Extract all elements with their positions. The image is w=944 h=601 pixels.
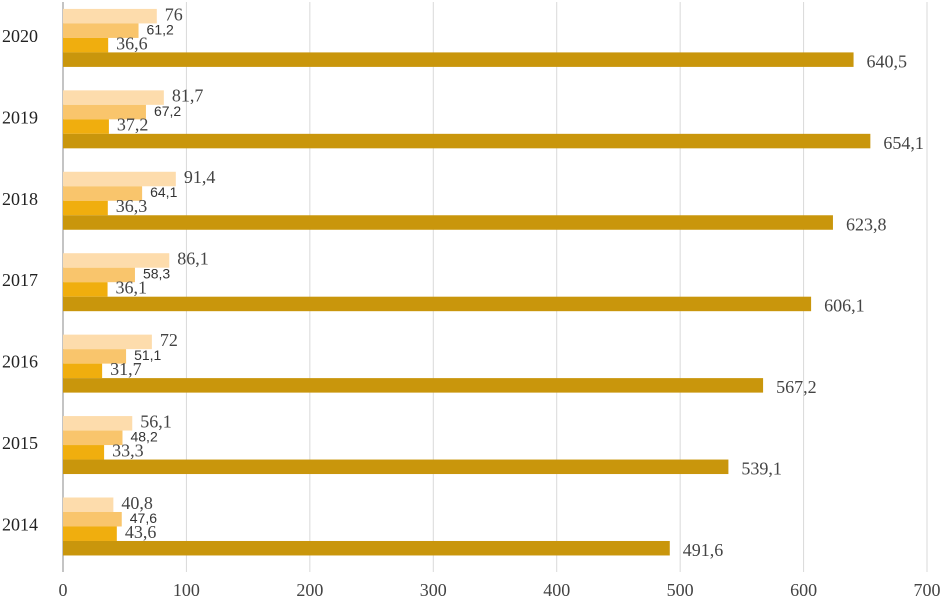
x-tick-label: 700 bbox=[914, 580, 941, 600]
data-label: 47,6 bbox=[130, 510, 157, 526]
bar bbox=[63, 349, 127, 364]
bar bbox=[63, 253, 170, 268]
data-label: 76 bbox=[165, 4, 183, 24]
y-tick-label: 2016 bbox=[2, 352, 38, 372]
data-label: 48,2 bbox=[130, 429, 157, 445]
bar bbox=[63, 171, 176, 187]
x-tick-label: 300 bbox=[420, 580, 447, 600]
bar bbox=[63, 23, 139, 38]
bar bbox=[63, 363, 103, 379]
data-label: 33,3 bbox=[112, 440, 144, 460]
bar bbox=[63, 267, 135, 283]
x-tick-label: 100 bbox=[173, 580, 200, 600]
y-tick-label: 2018 bbox=[2, 189, 38, 209]
data-label: 623,8 bbox=[846, 214, 887, 234]
x-tick-label: 600 bbox=[790, 580, 817, 600]
bar bbox=[63, 200, 108, 216]
data-label: 51,1 bbox=[134, 347, 161, 363]
y-tick-label: 2014 bbox=[2, 515, 38, 535]
x-tick-label: 400 bbox=[543, 580, 570, 600]
data-label: 36,3 bbox=[116, 196, 147, 216]
bar bbox=[63, 186, 143, 201]
y-tick-label: 2017 bbox=[2, 270, 38, 290]
bar bbox=[63, 133, 871, 149]
data-label: 36,1 bbox=[116, 278, 147, 298]
data-label: 654,1 bbox=[883, 133, 924, 153]
bar bbox=[63, 430, 123, 446]
bar bbox=[63, 511, 122, 527]
data-label: 640,5 bbox=[867, 51, 908, 71]
data-label: 40,8 bbox=[121, 493, 153, 513]
bar bbox=[63, 104, 146, 120]
bar bbox=[63, 459, 729, 475]
bar bbox=[63, 8, 157, 24]
data-label: 567,2 bbox=[776, 377, 817, 397]
data-label: 81,7 bbox=[172, 86, 204, 106]
bar bbox=[63, 90, 164, 105]
y-tick-label: 2019 bbox=[2, 107, 38, 127]
data-label: 72 bbox=[160, 330, 178, 350]
data-label: 37,2 bbox=[117, 115, 149, 135]
bar bbox=[63, 296, 812, 312]
data-label: 58,3 bbox=[143, 266, 170, 282]
bar bbox=[63, 334, 152, 350]
data-label: 606,1 bbox=[824, 296, 865, 316]
data-label: 31,7 bbox=[110, 359, 142, 379]
data-label: 539,1 bbox=[741, 459, 782, 479]
data-label: 61,2 bbox=[147, 21, 174, 37]
bar bbox=[63, 526, 117, 541]
bar bbox=[63, 378, 764, 393]
data-label: 67,2 bbox=[154, 103, 181, 119]
x-tick-label: 500 bbox=[667, 580, 694, 600]
bar bbox=[63, 52, 854, 67]
bar bbox=[63, 445, 105, 460]
data-label: 43,6 bbox=[125, 522, 156, 542]
data-label: 86,1 bbox=[177, 249, 209, 269]
bar bbox=[63, 497, 114, 512]
x-tick-label: 200 bbox=[296, 580, 323, 600]
data-label: 36,6 bbox=[116, 33, 148, 53]
data-label: 56,1 bbox=[140, 411, 172, 431]
bar bbox=[63, 215, 833, 230]
bar bbox=[63, 416, 133, 431]
bar bbox=[63, 282, 108, 297]
x-tick-label: 0 bbox=[59, 580, 68, 600]
y-tick-label: 2020 bbox=[2, 26, 38, 46]
bar bbox=[63, 119, 109, 134]
y-tick-label: 2015 bbox=[2, 433, 38, 453]
data-label: 91,4 bbox=[184, 167, 216, 187]
data-label: 491,6 bbox=[683, 540, 724, 560]
data-label: 64,1 bbox=[150, 184, 177, 200]
bar bbox=[63, 37, 109, 53]
bar bbox=[63, 540, 670, 556]
